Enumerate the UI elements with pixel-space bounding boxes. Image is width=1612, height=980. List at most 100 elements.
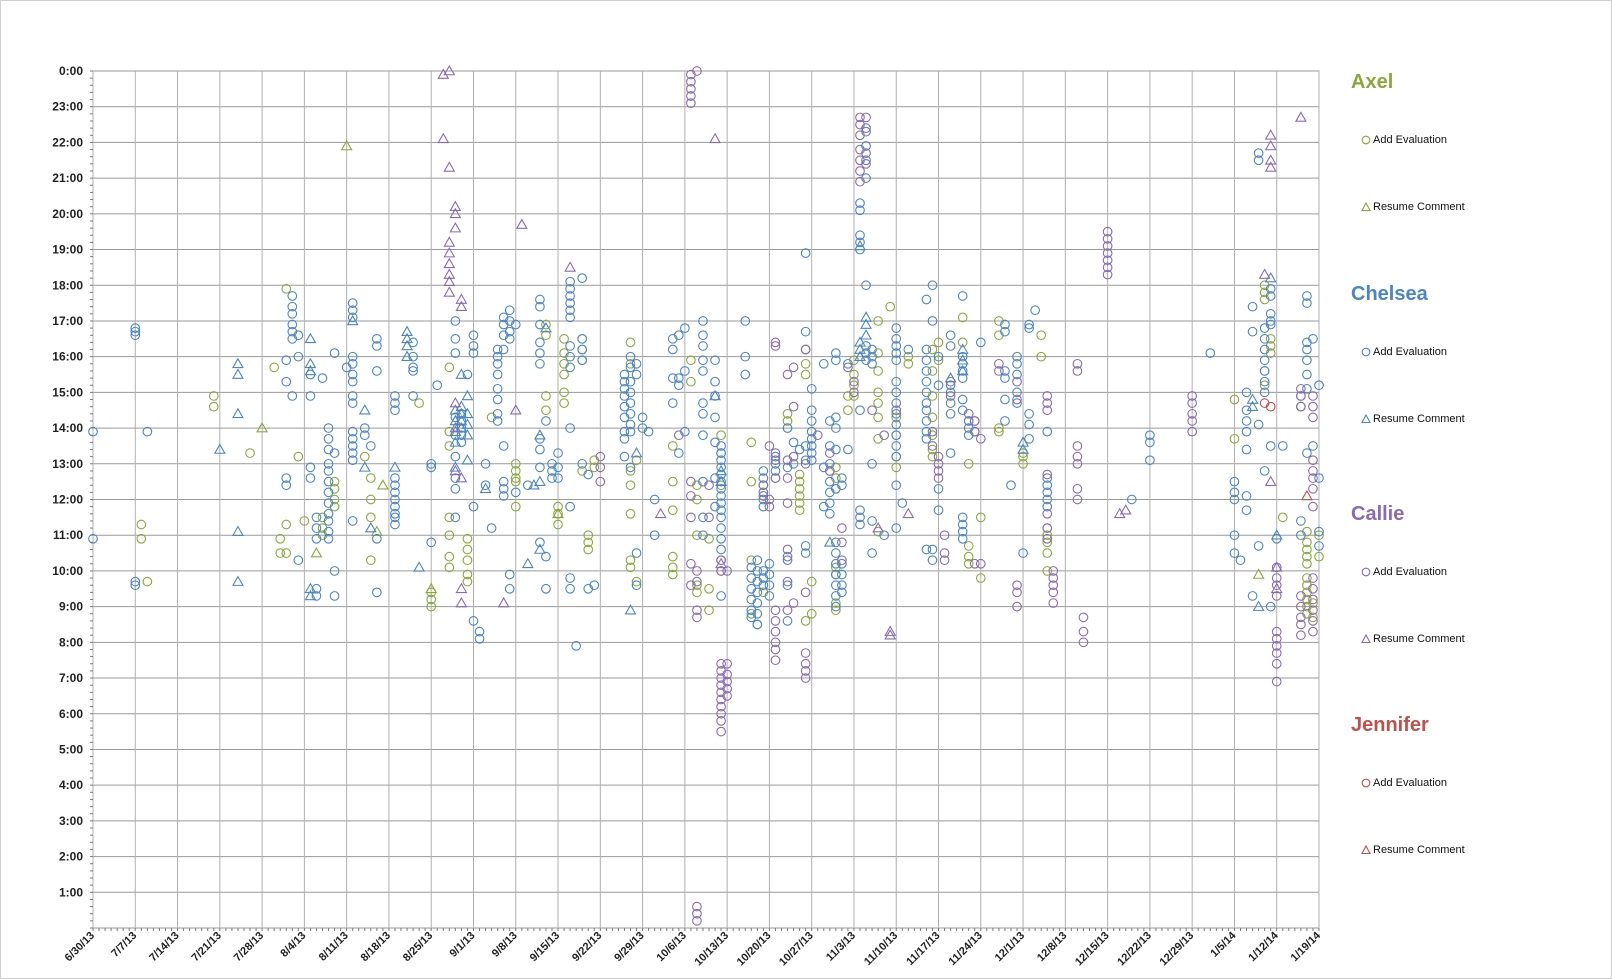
point-chelsea-add-evaluation <box>323 533 334 544</box>
legend-entry-label: Add Evaluation <box>1373 566 1447 578</box>
point-callie-add-evaluation <box>975 433 986 444</box>
point-chelsea-resume-comment <box>455 400 468 411</box>
point-chelsea-add-evaluation <box>1229 548 1240 558</box>
point-chelsea-add-evaluation <box>522 480 533 491</box>
point-chelsea-add-evaluation <box>631 358 642 369</box>
point-callie-add-evaluation <box>692 66 702 76</box>
point-chelsea-resume-comment <box>449 425 462 436</box>
point-chelsea-add-evaluation <box>800 441 811 451</box>
legend-user-jennifer: Jennifer <box>1351 714 1429 736</box>
point-axel-add-evaluation <box>275 533 286 544</box>
point-chelsea-add-evaluation <box>317 373 328 383</box>
point-chelsea-add-evaluation <box>830 569 841 580</box>
point-callie-add-evaluation <box>824 448 835 458</box>
point-chelsea-add-evaluation <box>1229 530 1240 541</box>
point-callie-add-evaluation <box>800 673 811 683</box>
x-tick-label: 6/30/13 <box>63 930 97 964</box>
point-axel-add-evaluation <box>873 387 883 398</box>
point-chelsea-add-evaluation <box>577 273 588 283</box>
point-chelsea-add-evaluation <box>474 633 485 644</box>
legend-user-callie: Callie <box>1351 503 1405 525</box>
point-callie-add-evaluation <box>716 566 726 576</box>
point-callie-resume-comment <box>443 268 456 279</box>
point-callie-add-evaluation <box>770 616 781 626</box>
point-chelsea-add-evaluation <box>347 433 358 444</box>
point-chelsea-add-evaluation <box>130 326 141 337</box>
point-chelsea-add-evaluation <box>1241 491 1252 501</box>
point-callie-add-evaluation <box>686 98 696 108</box>
point-chelsea-resume-comment <box>715 475 728 486</box>
point-axel-add-evaluation <box>1308 598 1318 608</box>
point-chelsea-add-evaluation <box>1253 148 1264 158</box>
point-callie-add-evaluation <box>1012 376 1022 387</box>
point-chelsea-add-evaluation <box>287 308 298 319</box>
point-callie-add-evaluation <box>963 408 974 419</box>
point-axel-add-evaluation <box>746 437 757 448</box>
point-chelsea-resume-comment <box>231 357 244 369</box>
point-chelsea-add-evaluation <box>504 569 515 580</box>
point-chelsea-add-evaluation <box>830 355 841 366</box>
point-chelsea-add-evaluation <box>390 501 400 512</box>
point-callie-add-evaluation <box>788 598 799 608</box>
point-chelsea-add-evaluation <box>800 541 811 551</box>
y-tick-label: 13:00 <box>52 457 83 471</box>
point-axel-add-evaluation <box>794 505 805 516</box>
data-points <box>88 64 1324 926</box>
y-tick-label: 11:00 <box>53 528 83 542</box>
point-axel-add-evaluation <box>885 301 896 312</box>
point-callie-add-evaluation <box>1296 619 1306 630</box>
point-callie-add-evaluation <box>686 512 696 523</box>
point-chelsea-add-evaluation <box>577 344 588 355</box>
point-axel-add-evaluation <box>873 398 883 408</box>
point-chelsea-add-evaluation <box>758 580 769 591</box>
point-chelsea-resume-comment <box>854 336 866 347</box>
point-callie-add-evaluation <box>782 605 793 616</box>
point-callie-add-evaluation <box>1102 248 1113 258</box>
point-chelsea-add-evaluation <box>770 451 781 462</box>
point-chelsea-add-evaluation <box>975 337 986 348</box>
point-chelsea-resume-comment <box>213 443 226 454</box>
point-callie-add-evaluation <box>1308 594 1318 605</box>
point-chelsea-add-evaluation <box>830 423 841 433</box>
point-callie-add-evaluation <box>595 462 606 473</box>
point-axel-add-evaluation <box>208 401 219 412</box>
point-chelsea-add-evaluation <box>1241 444 1252 455</box>
point-callie-add-evaluation <box>1187 398 1198 408</box>
point-chelsea-add-evaluation <box>855 512 865 523</box>
point-chelsea-add-evaluation <box>625 398 636 408</box>
point-callie-resume-comment <box>449 200 462 211</box>
point-chelsea-add-evaluation <box>752 587 763 598</box>
point-chelsea-add-evaluation <box>492 369 503 380</box>
triangle-marker-icon <box>1361 414 1371 424</box>
point-chelsea-add-evaluation <box>1024 323 1034 333</box>
point-axel-add-evaluation <box>830 605 841 616</box>
point-chelsea-add-evaluation <box>1229 487 1240 498</box>
point-callie-add-evaluation <box>716 658 726 669</box>
point-callie-add-evaluation <box>855 130 865 141</box>
point-chelsea-add-evaluation <box>1012 358 1022 369</box>
legend-entry-label: Resume Comment <box>1373 413 1465 425</box>
point-chelsea-add-evaluation <box>535 301 545 312</box>
point-axel-add-evaluation <box>444 530 455 541</box>
point-chelsea-add-evaluation <box>390 512 400 523</box>
point-chelsea-add-evaluation <box>710 412 720 423</box>
point-axel-add-evaluation <box>281 283 292 294</box>
point-callie-add-evaluation <box>843 362 853 373</box>
point-chelsea-add-evaluation <box>710 355 720 366</box>
point-chelsea-add-evaluation <box>891 387 902 398</box>
point-callie-add-evaluation <box>879 430 890 441</box>
point-chelsea-add-evaluation <box>547 473 557 483</box>
point-axel-add-evaluation <box>589 462 600 473</box>
point-chelsea-add-evaluation <box>287 391 298 401</box>
triangle-marker-icon <box>1361 202 1371 212</box>
point-axel-add-evaluation <box>510 473 521 483</box>
point-callie-add-evaluation <box>1271 676 1282 687</box>
point-callie-add-evaluation <box>855 166 865 176</box>
point-callie-resume-comment <box>1264 154 1277 165</box>
x-tick-label: 11/10/13 <box>862 930 900 968</box>
point-chelsea-add-evaluation <box>927 544 938 555</box>
point-chelsea-add-evaluation <box>698 530 708 541</box>
point-chelsea-add-evaluation <box>758 494 769 505</box>
point-axel-add-evaluation <box>293 451 304 462</box>
point-chelsea-resume-comment <box>304 589 317 601</box>
